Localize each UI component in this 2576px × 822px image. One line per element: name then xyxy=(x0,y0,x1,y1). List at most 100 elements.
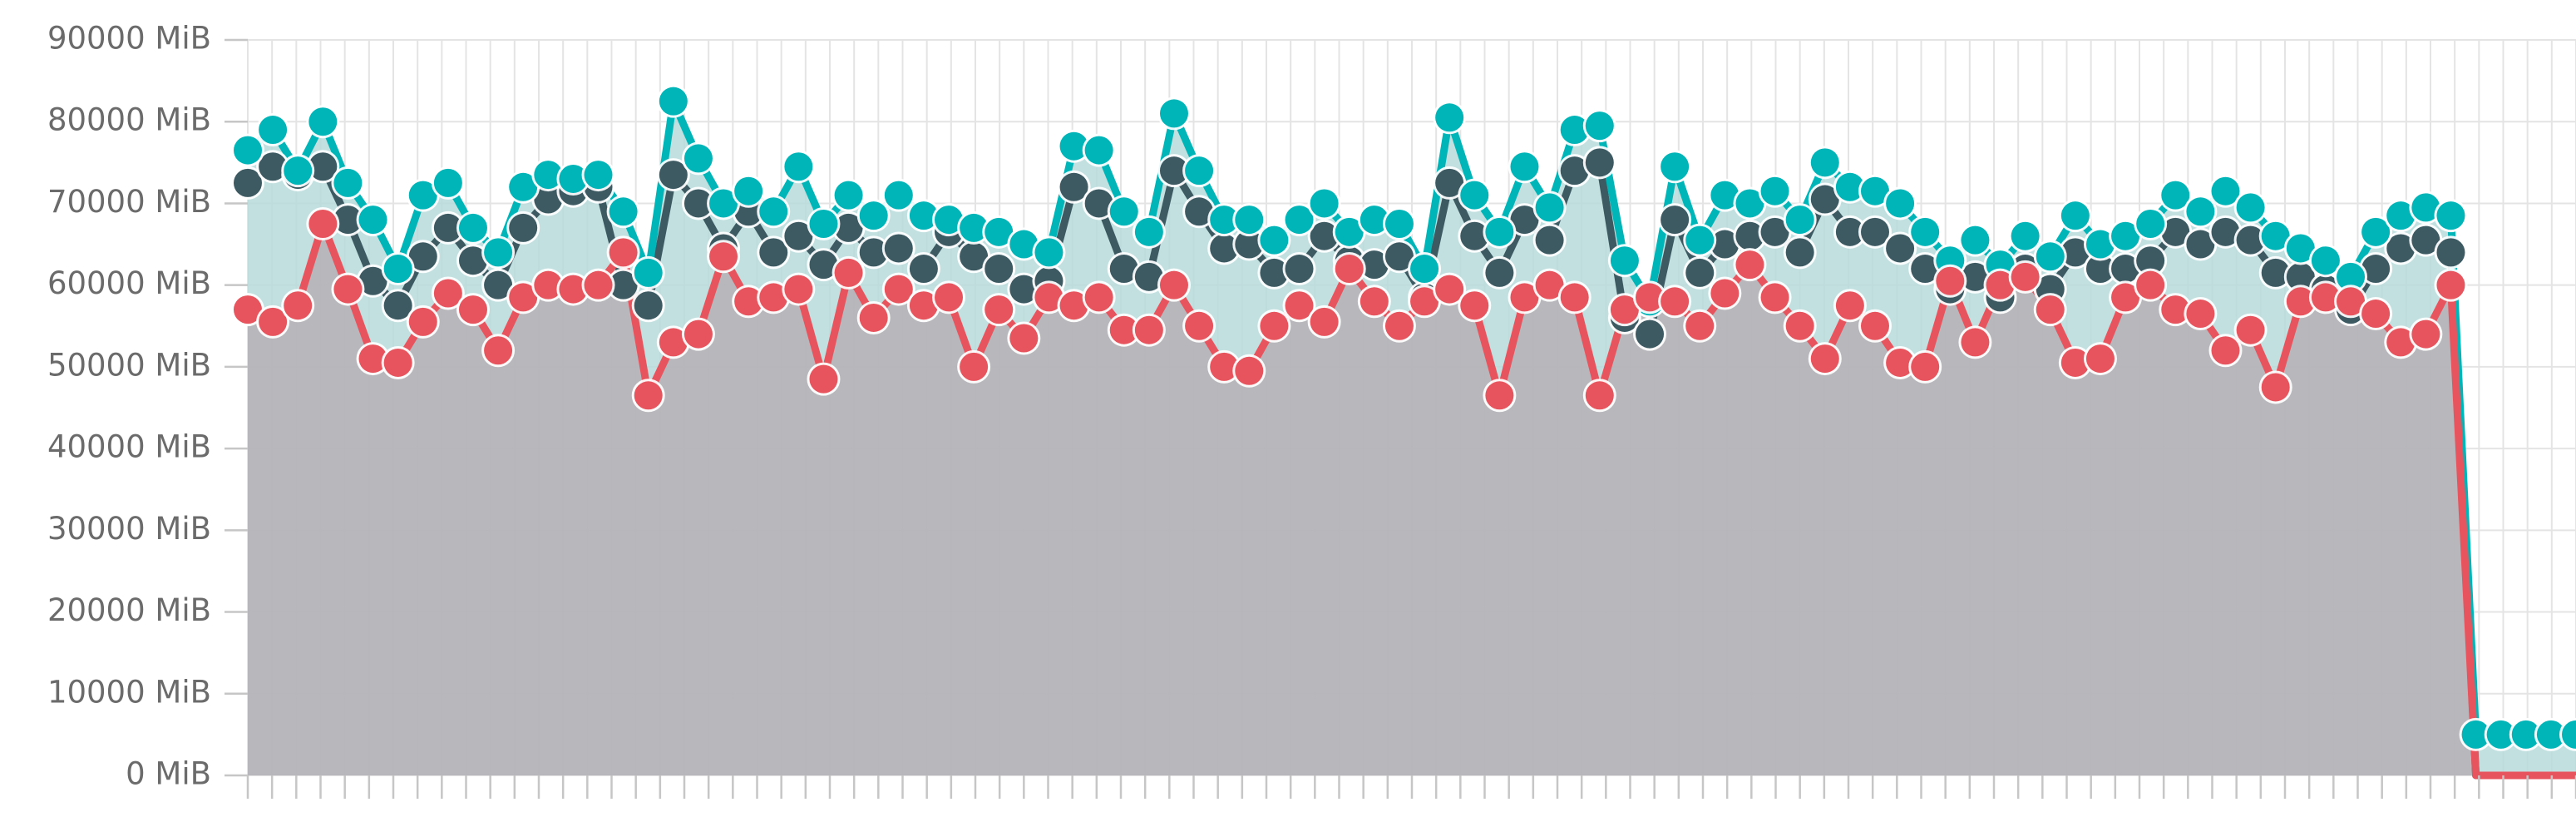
marker-total xyxy=(935,206,964,235)
marker-base xyxy=(1210,352,1239,381)
marker-middle xyxy=(2186,230,2215,259)
marker-base xyxy=(1760,283,1789,312)
marker-middle xyxy=(1185,197,1214,226)
marker-middle xyxy=(2261,258,2290,287)
marker-middle xyxy=(1961,262,1990,291)
marker-total xyxy=(683,144,713,173)
marker-base xyxy=(1285,291,1314,320)
marker-base xyxy=(1810,344,1839,374)
marker-base xyxy=(1911,352,1940,381)
marker-middle xyxy=(358,266,387,295)
marker-total xyxy=(2161,181,2190,210)
marker-total xyxy=(1009,230,1039,259)
marker-total xyxy=(408,181,437,210)
marker-total xyxy=(734,176,763,206)
marker-total xyxy=(2436,201,2465,230)
marker-base xyxy=(333,275,363,304)
marker-total xyxy=(1260,225,1289,255)
marker-total xyxy=(2386,201,2416,230)
marker-middle xyxy=(2236,225,2265,255)
y-axis-tick-label: 50000 MiB xyxy=(47,347,211,383)
marker-total xyxy=(1760,176,1789,206)
marker-total xyxy=(2337,262,2366,291)
marker-base xyxy=(1710,279,1740,308)
marker-middle xyxy=(1810,185,1839,214)
marker-total xyxy=(509,172,538,201)
marker-total xyxy=(2411,193,2440,222)
y-axis-tick-label: 10000 MiB xyxy=(47,674,211,710)
marker-total xyxy=(634,258,663,287)
marker-total xyxy=(534,161,563,190)
marker-total xyxy=(1860,176,1889,206)
y-axis-labels: 0 MiB 10000 MiB 20000 MiB 30000 MiB 40000 Mi… xyxy=(47,21,211,792)
marker-base xyxy=(809,364,838,394)
marker-base xyxy=(1510,283,1539,312)
marker-middle xyxy=(859,238,888,267)
marker-middle xyxy=(960,242,989,271)
marker-total xyxy=(2186,197,2215,226)
marker-total xyxy=(1961,225,1990,255)
marker-middle xyxy=(1735,221,1764,250)
marker-total xyxy=(559,164,588,193)
marker-total xyxy=(1285,206,1314,235)
marker-total xyxy=(2562,720,2576,749)
marker-total xyxy=(1310,189,1339,218)
marker-total xyxy=(1360,206,1389,235)
marker-total xyxy=(1510,152,1539,181)
marker-base xyxy=(234,295,262,324)
marker-total xyxy=(2085,230,2115,259)
marker-total xyxy=(1485,217,1514,246)
marker-base xyxy=(534,270,563,300)
marker-middle xyxy=(1009,275,1039,304)
marker-total xyxy=(1084,136,1113,165)
marker-base xyxy=(2211,336,2240,365)
marker-base xyxy=(859,303,888,332)
marker-base xyxy=(1384,311,1414,340)
marker-total xyxy=(1585,111,1614,141)
marker-base xyxy=(759,283,788,312)
marker-total xyxy=(1835,172,1864,201)
marker-total xyxy=(784,152,813,181)
marker-middle xyxy=(2085,255,2115,284)
marker-total xyxy=(2261,221,2290,250)
marker-base xyxy=(884,275,913,304)
y-axis-ticks xyxy=(225,38,248,777)
marker-base xyxy=(433,279,462,308)
marker-base xyxy=(408,307,437,336)
marker-base xyxy=(1310,307,1339,336)
marker-base xyxy=(1235,356,1264,385)
marker-total xyxy=(358,206,387,235)
marker-base xyxy=(284,291,313,320)
marker-base xyxy=(2136,270,2165,300)
y-axis-tick-label: 60000 MiB xyxy=(47,265,211,301)
marker-total xyxy=(1059,131,1088,161)
marker-base xyxy=(1785,311,1814,340)
marker-base xyxy=(2361,300,2391,329)
marker-total xyxy=(1335,217,1364,246)
marker-base xyxy=(458,295,487,324)
marker-base xyxy=(1460,291,1489,320)
marker-middle xyxy=(609,270,638,300)
marker-total xyxy=(1235,206,1264,235)
marker-base xyxy=(1335,255,1364,284)
marker-total xyxy=(985,217,1014,246)
y-axis-tick-label: 90000 MiB xyxy=(47,21,211,57)
marker-total xyxy=(1435,103,1464,132)
marker-middle xyxy=(1384,242,1414,271)
marker-total xyxy=(1610,246,1639,275)
marker-middle xyxy=(2386,234,2416,263)
marker-total xyxy=(458,213,487,242)
marker-total xyxy=(1560,116,1589,145)
marker-middle xyxy=(683,189,713,218)
marker-base xyxy=(2011,262,2040,291)
marker-middle xyxy=(308,152,338,181)
marker-base xyxy=(1485,381,1514,410)
marker-base xyxy=(2161,295,2190,324)
marker-base xyxy=(2085,344,2115,374)
marker-middle xyxy=(1460,221,1489,250)
marker-total xyxy=(960,213,989,242)
marker-total xyxy=(884,181,913,210)
marker-middle xyxy=(509,213,538,242)
marker-base xyxy=(1159,270,1188,300)
